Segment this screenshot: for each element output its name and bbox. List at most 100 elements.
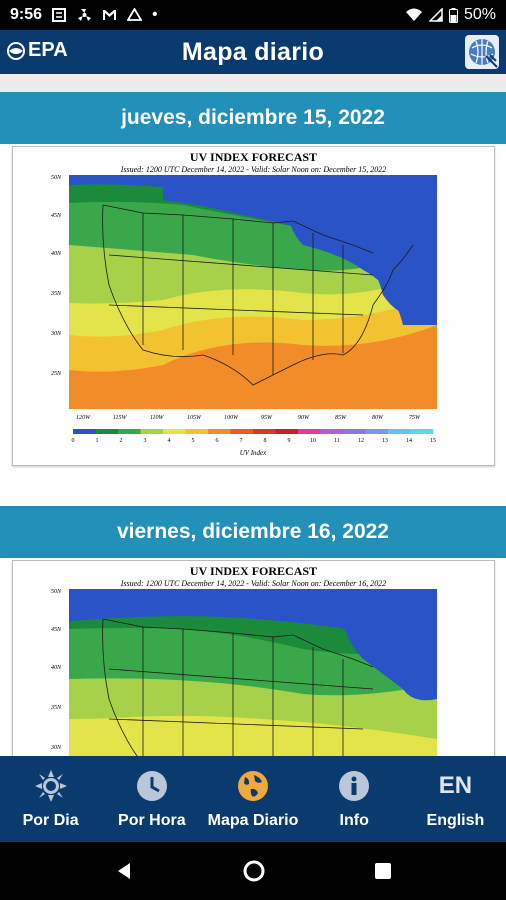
nav-label: Por Dia: [22, 811, 79, 829]
map-fill: [69, 175, 437, 409]
nav-label: English: [426, 811, 485, 829]
uv-scale: 0 1 2 3 4 5 6 7 8 9 10 11 12 13 14 15: [72, 429, 436, 444]
signal-icon: [428, 8, 443, 22]
scale-swatch: [95, 429, 118, 434]
bottom-nav: Por Dia Por Hora Mapa Diario Info EN Eng…: [0, 756, 506, 842]
nav-info[interactable]: Info: [304, 756, 405, 842]
lon-label: 105W: [187, 415, 202, 421]
info-icon: [337, 769, 371, 803]
lon-label: 80W: [372, 415, 384, 421]
home-icon[interactable]: [243, 860, 265, 882]
lat-label: 30N: [50, 745, 62, 751]
uv-map-card[interactable]: UV INDEX FORECAST Issued: 1200 UTC Decem…: [12, 560, 495, 756]
battery-icon: [448, 7, 458, 23]
map-title: UV INDEX FORECAST: [189, 150, 318, 164]
drive-icon: [127, 8, 143, 21]
lat-label: 50N: [51, 589, 62, 595]
scale-swatch: [388, 429, 411, 434]
epa-flower-icon: [7, 41, 25, 60]
back-icon[interactable]: [114, 861, 134, 881]
lon-labels: 120W 115W 110W 105W 100W 95W 90W 85W 80W…: [76, 415, 421, 421]
map-borders: [102, 204, 414, 386]
map-area: UV INDEX FORECAST Issued: 1200 UTC Decem…: [0, 144, 506, 506]
scale-label: UV Index: [240, 449, 267, 457]
gmail-icon: [103, 10, 117, 20]
scale-tick-label: 12: [358, 438, 364, 444]
day-section: jueves, diciembre 15, 2022 UV INDEX FORE…: [0, 92, 506, 506]
map-fill: [69, 589, 437, 756]
lat-label: 35N: [50, 291, 62, 297]
map-subtitle: Issued: 1200 UTC December 14, 2022 - Val…: [120, 579, 387, 588]
battery-percent: 50%: [463, 6, 496, 23]
map-borders: [102, 618, 374, 756]
system-nav-bar: [0, 842, 506, 900]
scale-tick-label: 10: [310, 438, 316, 444]
scale-tick-label: 8: [264, 438, 267, 444]
globe-icon: [236, 769, 270, 803]
nav-label: Mapa Diario: [207, 811, 299, 829]
epa-logo: EPA: [6, 39, 68, 62]
scale-swatch: [185, 429, 208, 434]
wifi-icon: [405, 8, 422, 21]
scale-tick-label: 13: [382, 438, 388, 444]
epa-seal-button[interactable]: [464, 34, 500, 70]
lat-label: 50N: [51, 175, 62, 181]
lat-label: 30N: [50, 331, 62, 337]
nav-mapa-diario[interactable]: Mapa Diario: [202, 756, 303, 842]
lat-label: 25N: [51, 371, 62, 377]
scale-swatch: [320, 429, 343, 434]
nav-label: Por Hora: [118, 811, 186, 829]
lat-labels: 50N 45N 40N 35N 30N 25N: [50, 175, 62, 377]
scale-swatch: [73, 429, 96, 434]
day-section: viernes, diciembre 16, 2022 UV INDEX FOR…: [0, 506, 506, 756]
scale-tick-label: 0: [72, 438, 75, 444]
scale-tick-label: 7: [240, 438, 243, 444]
scale-swatch: [410, 429, 433, 434]
map-subtitle: Issued: 1200 UTC December 14, 2022 - Val…: [120, 165, 387, 174]
daily-map-list[interactable]: jueves, diciembre 15, 2022 UV INDEX FORE…: [0, 74, 506, 756]
lat-label: 40N: [51, 250, 62, 257]
lon-label: 95W: [261, 415, 273, 421]
uv-forecast-map: 50N 45N 40N 35N 30N 25N 120W 115W 110W 1…: [50, 175, 437, 457]
map-title: UV INDEX FORECAST: [189, 564, 318, 578]
scale-tick-label: 6: [216, 438, 219, 444]
scale-swatch: [208, 429, 231, 434]
epa-seal-icon: [465, 35, 499, 69]
lat-label: 40N: [51, 664, 62, 671]
scale-swatch: [275, 429, 298, 434]
scale-tick-label: 3: [144, 438, 147, 444]
scale-tick-label: 4: [168, 438, 171, 444]
notification-icon: [52, 8, 67, 22]
lon-label: 85W: [335, 415, 347, 421]
epa-logo-text: EPA: [28, 39, 68, 61]
nav-por-dia[interactable]: Por Dia: [0, 756, 101, 842]
scale-swatch: [118, 429, 141, 434]
scale-tick-label: 15: [430, 438, 436, 444]
lon-label: 100W: [224, 415, 239, 421]
scale-swatch: [365, 429, 388, 434]
lat-label: 45N: [51, 212, 62, 219]
nav-label: Info: [339, 811, 369, 829]
scale-swatch: [140, 429, 163, 434]
uv-forecast-map: 50N 45N 40N 35N 30N: [50, 589, 437, 756]
status-time: 9:56: [10, 6, 43, 23]
uv-map-card[interactable]: UV INDEX FORECAST Issued: 1200 UTC Decem…: [12, 146, 495, 466]
spacer: [0, 74, 506, 92]
lon-label: 75W: [409, 415, 421, 421]
nav-por-hora[interactable]: Por Hora: [101, 756, 202, 842]
scale-tick-label: 1: [96, 438, 99, 444]
dot-icon: •: [152, 6, 158, 23]
lon-label: 110W: [150, 415, 165, 421]
sun-icon: [34, 769, 68, 803]
nav-english[interactable]: EN English: [405, 756, 506, 842]
lon-label: 90W: [298, 415, 310, 421]
recents-icon[interactable]: [374, 862, 392, 880]
status-bar: 9:56 • 50%: [0, 0, 506, 30]
scale-tick-label: 11: [334, 438, 340, 444]
day-date-header: viernes, diciembre 16, 2022: [0, 506, 506, 558]
day-date-header: jueves, diciembre 15, 2022: [0, 92, 506, 144]
scale-swatch: [298, 429, 321, 434]
lat-label: 45N: [51, 626, 62, 633]
scale-swatch: [343, 429, 366, 434]
fan-icon: [78, 9, 92, 21]
